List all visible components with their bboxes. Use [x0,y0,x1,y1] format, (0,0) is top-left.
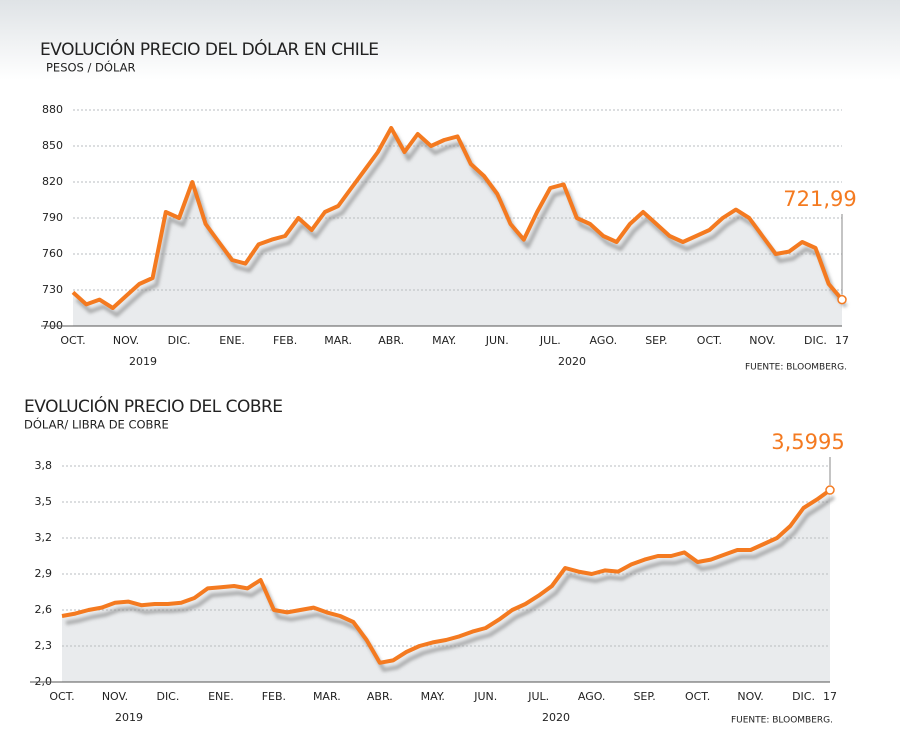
y-tick-label: 820 [42,175,63,188]
year-label: 2020 [558,355,586,368]
x-tick-label: JUN. [473,690,497,703]
x-tick-label: JUL. [539,334,561,347]
y-tick-label: 2,9 [35,567,53,580]
value-label: 721,99 [783,187,856,211]
x-tick-label: DIC. [804,334,827,347]
x-tick-label: MAY. [432,334,456,347]
area [62,490,830,682]
x-tick-label: OCT. [685,690,710,703]
year-label: 2019 [129,355,157,368]
x-tick-label: ENE. [219,334,245,347]
x-tick-label: 17 [835,334,849,347]
x-tick-label: DIC. [168,334,191,347]
header-band [0,0,900,80]
chart-title: EVOLUCIÓN PRECIO DEL DÓLAR EN CHILE [40,38,379,60]
x-tick-label: NOV. [749,334,775,347]
y-tick-label: 790 [42,211,63,224]
x-tick-label: MAY. [421,690,445,703]
x-tick-label: OCT. [60,334,85,347]
x-tick-label: ENE. [208,690,234,703]
chart-subtitle: PESOS / DÓLAR [46,60,135,75]
x-tick-label: ABR. [378,334,404,347]
x-tick-label: SEP. [645,334,667,347]
x-tick-label: AGO. [578,690,606,703]
x-tick-label: 17 [823,690,837,703]
y-tick-label: 880 [42,103,63,116]
x-tick-label: FEB. [262,690,286,703]
x-tick-label: OCT. [49,690,74,703]
area [73,128,842,326]
x-tick-label: OCT. [697,334,722,347]
value-label: 3,5995 [771,430,844,454]
source: FUENTE: BLOOMBERG. [731,716,833,726]
line [61,488,832,665]
x-tick-label: JUL. [527,690,549,703]
line [71,126,844,310]
year-label: 2019 [115,711,143,724]
x-tick-label: NOV. [113,334,139,347]
x-tick-label: NOV. [102,690,128,703]
y-tick-label: 730 [42,283,63,296]
x-tick-label: ABR. [367,690,393,703]
end-marker [837,294,847,305]
source: FUENTE: BLOOMBERG. [745,363,847,373]
x-tick-label: MAR. [313,690,341,703]
x-tick-label: FEB. [273,334,297,347]
y-tick-label: 850 [42,139,63,152]
y-tick-label: 3,8 [35,459,53,472]
x-tick-label: MAR. [324,334,352,347]
y-tick-label: 3,2 [35,531,53,544]
x-tick-label: DIC. [792,690,815,703]
chart-subtitle: DÓLAR/ LIBRA DE COBRE [24,417,169,432]
y-tick-label: 760 [42,247,63,260]
x-tick-label: SEP. [633,690,655,703]
x-tick-label: JUN. [485,334,509,347]
year-label: 2020 [542,711,570,724]
y-tick-label: 2,3 [35,639,53,652]
chart-title: EVOLUCIÓN PRECIO DEL COBRE [24,395,283,417]
end-marker [825,485,835,495]
x-tick-label: NOV. [737,690,763,703]
x-tick-label: AGO. [590,334,618,347]
y-tick-label: 3,5 [35,495,53,508]
y-tick-label: 2,6 [35,603,53,616]
x-tick-label: DIC. [156,690,179,703]
